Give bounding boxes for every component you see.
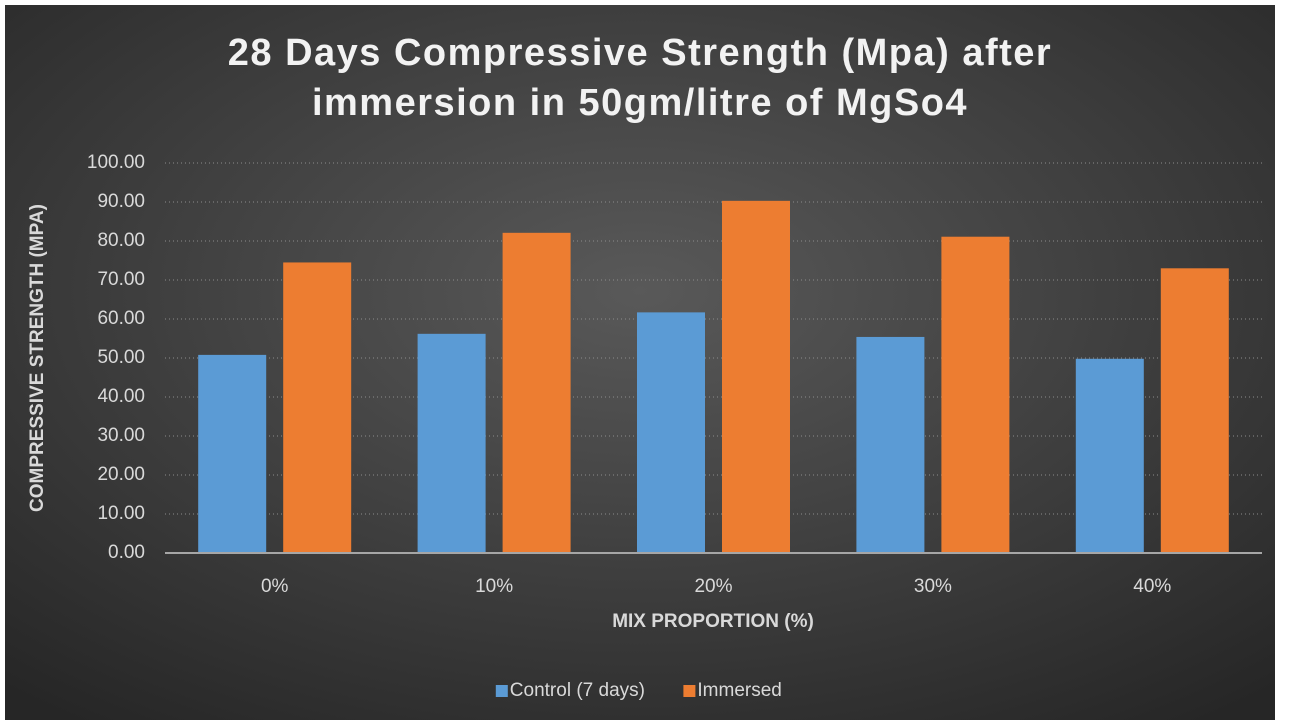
bar	[417, 333, 486, 553]
bar	[1075, 358, 1144, 553]
x-tick-label: 0%	[261, 576, 289, 597]
y-axis-title: COMPRESSIVE STRENGTH (MPA)	[27, 204, 48, 512]
bar	[283, 262, 352, 553]
bar	[722, 200, 790, 553]
y-tick-label: 0.00	[108, 542, 145, 563]
x-tick-label: 30%	[914, 576, 952, 597]
bar	[1160, 268, 1229, 553]
legend-label: Immersed	[697, 680, 781, 701]
y-tick-label: 90.00	[97, 191, 145, 212]
chart-title: immersion in 50gm/litre of MgSo4	[312, 82, 968, 124]
x-tick-label: 10%	[475, 576, 513, 597]
bar	[198, 354, 267, 553]
bar	[856, 336, 925, 553]
bar	[941, 236, 1010, 553]
y-tick-label: 40.00	[97, 386, 145, 407]
y-tick-label: 10.00	[97, 503, 145, 524]
legend-swatch	[495, 685, 508, 697]
x-axis-title: MIX PROPORTION (%)	[612, 611, 814, 632]
bar	[502, 232, 571, 553]
y-tick-label: 80.00	[97, 230, 145, 251]
y-tick-label: 60.00	[97, 308, 145, 329]
y-tick-label: 30.00	[97, 425, 145, 446]
y-tick-label: 70.00	[97, 269, 145, 290]
x-tick-label: 20%	[694, 576, 732, 597]
legend-swatch	[683, 685, 696, 697]
x-tick-label: 40%	[1133, 576, 1171, 597]
bar	[637, 312, 705, 553]
chart-title: 28 Days Compressive Strength (Mpa) after	[228, 32, 1052, 74]
y-tick-label: 50.00	[97, 347, 145, 368]
y-tick-label: 100.00	[87, 152, 145, 173]
y-tick-label: 20.00	[97, 464, 145, 485]
legend-label: Control (7 days)	[510, 680, 645, 701]
